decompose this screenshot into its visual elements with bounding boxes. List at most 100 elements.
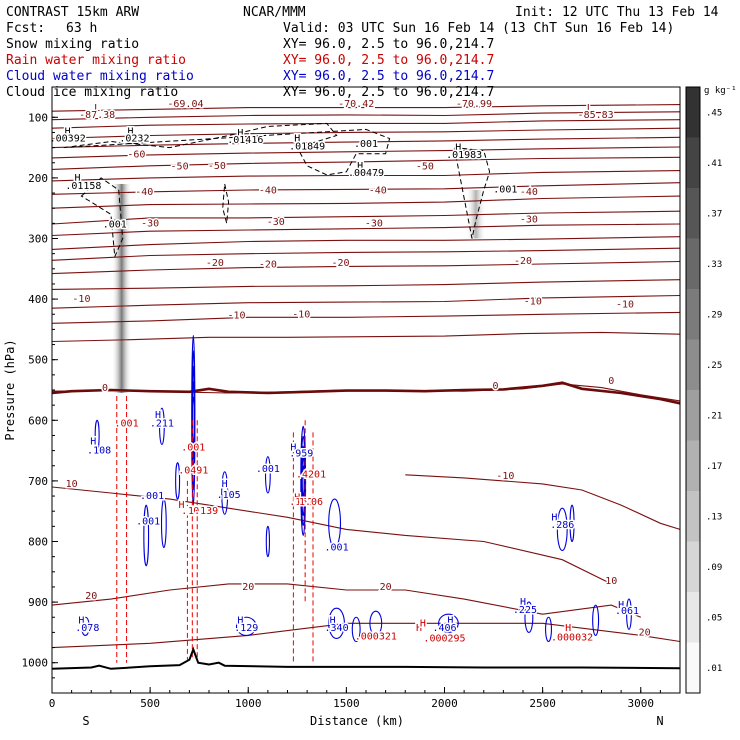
colorbar-label-3: .13 [706,512,722,522]
rain-label-0: .001 [115,418,139,429]
cloud-label-5: .001 [136,517,160,528]
rain-label-1: .0491 [178,466,208,477]
rain-label-9: H [416,623,422,634]
temp-label-4: -40 [135,187,153,198]
cloud-label-3: .211 [150,418,174,429]
cloud-label-4: .001 [140,491,164,502]
colorbar-segment-0 [686,642,700,693]
isotherm-9 [51,260,681,275]
temp-label-11: -30 [520,215,538,226]
y-tick-label-2: 300 [28,233,48,246]
cloud-contour-9-0 [80,616,90,636]
cloud-contours [80,334,632,643]
isotherm-7 [51,294,681,309]
rain-label-6: .162 [289,497,313,508]
temp-label-20: -10 [616,300,634,311]
cloud-label-22: H [447,615,453,626]
field-name-3: Cloud ice mixing ratio [6,85,178,100]
temp-label-7: -40 [520,187,538,198]
isotherm-23 [51,104,681,112]
rain-label-12: .000295 [423,633,465,644]
tropopause-label-4: -70.99 [456,99,492,110]
ice-label-10: .00479 [348,168,384,179]
colorbar-segment-6 [686,339,700,390]
ice-label-3: .0232 [119,134,149,145]
isotherm-12 [51,223,681,237]
colorbar-label-1: .05 [706,613,722,623]
ice-label-8: .001 [354,139,378,150]
field-xy-0: XY= 96.0, 2.5 to 96.0,214.7 [283,37,494,52]
cloud-label-8: .105 [217,490,241,501]
temp-label-28: 20 [242,582,254,593]
temp-label-14: -20 [331,258,349,269]
rain-label-4: H [179,500,185,511]
colorbar-segment-9 [686,188,700,239]
colorbar-segment-5 [686,390,700,441]
center-title: NCAR/MMM [243,5,306,20]
temp-label-27: 20 [85,591,97,602]
rain-label-11: H [420,618,426,629]
field-xy-1: XY= 96.0, 2.5 to 96.0,214.7 [283,53,494,68]
ice-label-2: H [127,126,133,137]
cloud-label-23: .406 [432,623,456,634]
cloud-contour-14-0 [524,601,534,633]
x-tick-label-0: 0 [49,697,56,710]
north-label: N [656,714,663,728]
temp-label-2: -50 [208,161,226,172]
colorbar-segment-8 [686,238,700,289]
temp-label-16: -10 [72,294,90,305]
temp-label-3: -50 [416,161,434,172]
zero-isotherm [51,381,681,405]
colorbar-segment-1 [686,592,700,643]
rain-label-14: .000032 [551,632,593,643]
isotherm-18 [51,146,681,159]
isotherm-6 [51,311,681,324]
isotherm-21 [51,119,681,129]
isotherm-17 [51,156,681,170]
cloud-contour-12-0 [369,610,383,636]
cloud-label-24: H [618,600,624,611]
isotherm-14 [51,195,681,209]
x-axis: 0 500 1000 1500 2000 2500 3000 [49,687,681,710]
y-tick-label-1: 200 [28,172,48,185]
tropopause-label-3: -70.42 [338,99,374,110]
y-axis-label: Pressure (hPa) [3,339,17,440]
colorbar-segment-10 [686,137,700,188]
temp-label-25: -10 [496,471,514,482]
isotherm-10 [51,247,681,261]
cloud-label-7: H [222,479,228,490]
y-tick-label-5: 600 [28,414,48,427]
temp-label-9: -30 [267,217,285,228]
x-tick-label-4: 2000 [431,697,458,710]
temp-label-0: -60 [127,149,145,160]
y-tick-label-6: 700 [28,475,48,488]
ice-label-4: H [237,128,243,139]
cloud-label-21: .225 [513,605,537,616]
cloud-label-12: H [551,512,557,523]
tropopause-label-2: -69.04 [167,99,203,110]
temp-label-19: -10 [524,297,542,308]
cloud-label-10: .959 [289,449,313,460]
ice-label-15: .001 [103,220,127,231]
cloud-label-19: .340 [325,623,349,634]
fcst-value: 63 h [66,21,97,36]
colorbar-label-11: .45 [706,108,722,118]
field-name-1: Rain water mixing ratio [6,53,186,68]
temp-label-23: 0 [608,376,614,387]
temp-label-5: -40 [259,186,277,197]
cloud-contour-15-0 [626,598,632,630]
isotherm-1 [51,583,642,618]
cloud-label-13: .286 [550,520,574,531]
ice-label-16: .001 [493,184,517,195]
temp-label-29: 20 [380,582,392,593]
colorbar-label-2: .09 [706,563,722,573]
isotherm-0 [51,622,681,649]
colorbar-label-7: .29 [706,310,722,320]
cloud-contour-20-0 [545,616,553,643]
cloud-label-6: .001 [256,464,280,475]
temp-label-26: 10 [605,576,617,587]
cloud-contour-18-0 [175,462,181,500]
cloud-contour-22-0 [265,525,270,558]
x-tick-label-1: 500 [140,697,160,710]
rain-label-3: 1.139 [188,506,218,517]
